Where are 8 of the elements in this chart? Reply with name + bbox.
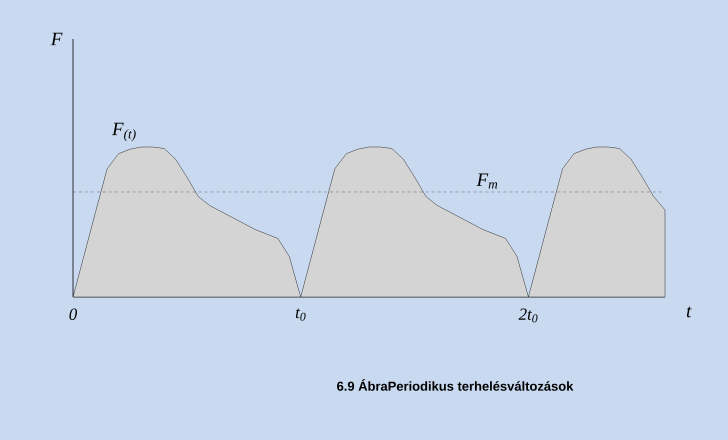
text: F$_{(t)}$ <box>112 122 136 142</box>
text: 6.9 ÁbraPeriodikus terhelésváltozások <box>337 379 574 391</box>
x-tick-label: 0 <box>69 308 78 320</box>
x-axis-title: t <box>686 306 692 318</box>
ref-line-label: F$_{m}$ <box>476 173 498 188</box>
x-tick-label: 2t$_{0}$ <box>518 308 538 322</box>
x-tick-label: t$_{0}$ <box>296 308 306 321</box>
text: F <box>50 32 63 46</box>
